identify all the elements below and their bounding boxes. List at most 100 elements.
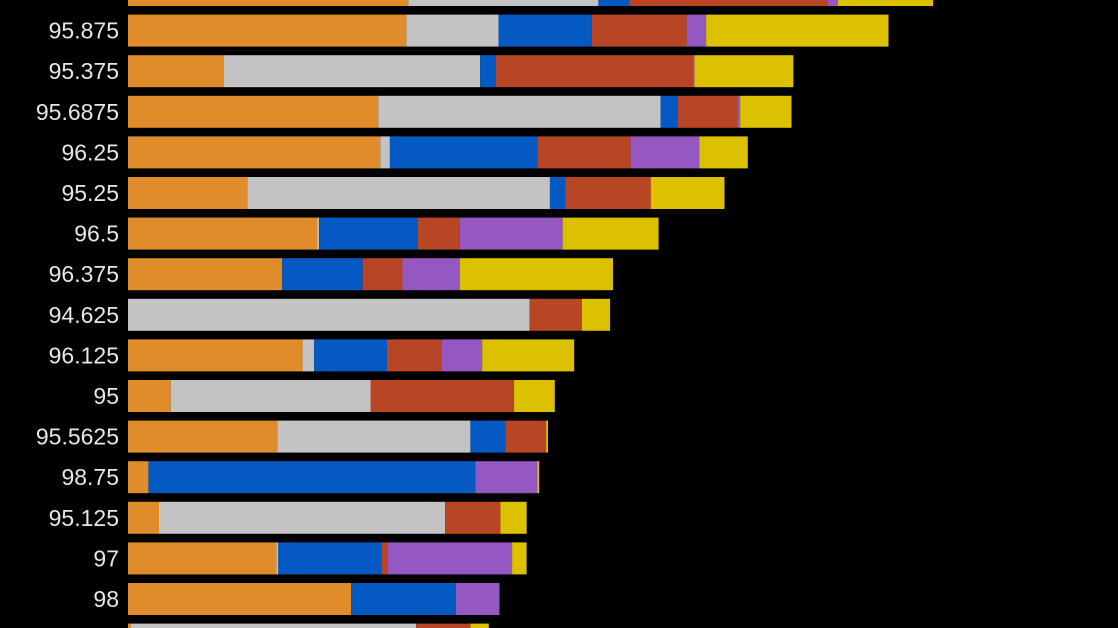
bar-segment-row2-series0: [128, 55, 224, 88]
bar-segment-row14-series1: [276, 542, 279, 575]
bar-segment-row16-series1: [130, 623, 417, 628]
bar-segment-row5-series0: [128, 177, 248, 209]
bar-segment-row2-series2: [480, 55, 496, 88]
bar-segment-row10-series1: [170, 380, 371, 412]
bar-segment-row15-series4: [455, 583, 500, 615]
bar-segment-row16-series0: [128, 623, 131, 628]
bar-segment-row14-series2: [278, 542, 382, 575]
bar-segment-row16-series3: [416, 623, 471, 628]
bar-segment-row3-series3: [678, 95, 738, 128]
bar-segment-row7-series2: [282, 258, 363, 291]
y-tick-label: 98.75: [61, 464, 119, 490]
bar-segment-row7-series5: [459, 258, 613, 291]
bar-segment-row3-series0: [128, 95, 379, 128]
bar-segment-row9-series4: [441, 339, 482, 372]
bar-segment-row9-series0: [128, 339, 303, 372]
bar-segment-row2-series4: [693, 55, 695, 88]
bar-segment-row8-series3: [529, 298, 582, 331]
bar-segment-row3-series2: [660, 95, 678, 128]
bar-segment-row6-series4: [459, 217, 563, 250]
bar-segment-row7-series0: [128, 258, 283, 291]
bar-segment-row2-series1: [224, 55, 481, 88]
bar-segment-row11-series5: [546, 420, 548, 453]
y-tick-label: 96.5: [74, 221, 119, 247]
bar-segment-row6-series1: [317, 217, 319, 250]
y-tick-label: 95.5625: [36, 424, 119, 450]
bar-segment-row12-series4: [475, 461, 538, 494]
bar-segment-row6-series5: [562, 217, 659, 250]
bar-segment-row2-series3: [495, 55, 694, 88]
bar-segment-row9-series5: [482, 339, 575, 372]
bar-segment-row14-series3: [381, 542, 388, 575]
y-tick-label: 95.875: [49, 18, 119, 44]
bar-segment-row1-series5: [706, 14, 889, 47]
bar-segment-row9-series3: [387, 339, 442, 372]
bar-segment-row4-series3: [537, 136, 631, 169]
bar-segment-row5-series3: [565, 177, 651, 209]
bar-segment-row9-series2: [314, 339, 387, 372]
bar-segment-row5-series2: [550, 177, 566, 209]
bar-segment-row6-series0: [128, 217, 318, 250]
bar-segment-row4-series4: [630, 136, 700, 169]
bar-segment-row1-series1: [406, 14, 499, 47]
bar-segment-row13-series1: [159, 501, 446, 534]
bar-segment-row13-series0: [128, 501, 159, 534]
bar-segment-row12-series0: [128, 461, 149, 494]
bar-segment-row10-series3: [370, 380, 515, 412]
bar-segment-row13-series3: [445, 501, 501, 534]
bar-segment-row10-series0: [128, 380, 171, 412]
bar-segment-row13-series5: [500, 501, 527, 534]
bar-segment-row5-series1: [247, 177, 550, 209]
y-tick-label: 94.625: [49, 302, 119, 328]
bar-segment-row10-series5: [514, 380, 555, 412]
bars-layer: [128, 0, 934, 628]
bar-segment-row0-series1: [408, 0, 599, 6]
bar-segment-row3-series1: [378, 95, 661, 128]
bar-segment-row7-series3: [362, 258, 403, 291]
bar-segment-row5-series5: [650, 177, 725, 209]
bar-segment-row6-series3: [418, 217, 460, 250]
bar-segment-row7-series4: [402, 258, 460, 291]
bar-segment-row0-series4: [827, 0, 839, 6]
bar-segment-row4-series0: [128, 136, 381, 169]
bar-segment-row2-series5: [694, 55, 794, 88]
bar-segment-row6-series2: [319, 217, 418, 250]
bar-segment-row11-series0: [128, 420, 278, 453]
bar-segment-row14-series0: [128, 542, 277, 575]
y-tick-label: 98: [93, 586, 119, 612]
y-tick-label: 95.25: [61, 180, 119, 206]
bar-segment-row0-series5: [838, 0, 934, 6]
bar-segment-row11-series1: [277, 420, 471, 453]
bar-segment-row0-series2: [598, 0, 630, 6]
bar-segment-row0-series3: [629, 0, 828, 6]
y-tick-label: 95.125: [49, 505, 119, 531]
bar-segment-row3-series4: [737, 95, 741, 128]
bar-segment-row15-series2: [351, 583, 456, 615]
bar-segment-row11-series2: [470, 420, 506, 453]
bar-segment-row3-series5: [740, 95, 792, 128]
bar-segment-row4-series5: [699, 136, 748, 169]
y-tick-label: 96.375: [49, 261, 119, 287]
bar-segment-row1-series3: [591, 14, 687, 47]
bar-segment-row11-series3: [505, 420, 546, 453]
bar-segment-row14-series5: [512, 542, 527, 575]
bar-segment-row1-series4: [686, 14, 707, 47]
bar-segment-row14-series4: [388, 542, 513, 575]
y-tick-label: 97: [93, 545, 119, 571]
bar-segment-row4-series2: [389, 136, 538, 169]
bar-segment-row12-series5: [537, 461, 540, 494]
tick-labels-layer: 95.875 95.375 95.6875 96.25 95.25 96.5 96.375 9…: [36, 18, 119, 612]
bar-segment-row16-series5: [470, 623, 489, 628]
y-tick-label: 95.375: [49, 58, 119, 84]
bar-segment-row1-series2: [498, 14, 592, 47]
y-tick-label: 95: [93, 383, 119, 409]
bar-segment-row9-series1: [302, 339, 315, 372]
bar-segment-row0-series0: [128, 0, 409, 6]
bar-segment-row8-series5: [582, 298, 611, 331]
bar-segment-row4-series1: [380, 136, 390, 169]
y-tick-label: 95.6875: [36, 99, 119, 125]
bar-segment-row15-series0: [128, 583, 352, 615]
y-tick-label: 96.25: [61, 139, 119, 165]
bar-segment-row1-series0: [128, 14, 407, 47]
